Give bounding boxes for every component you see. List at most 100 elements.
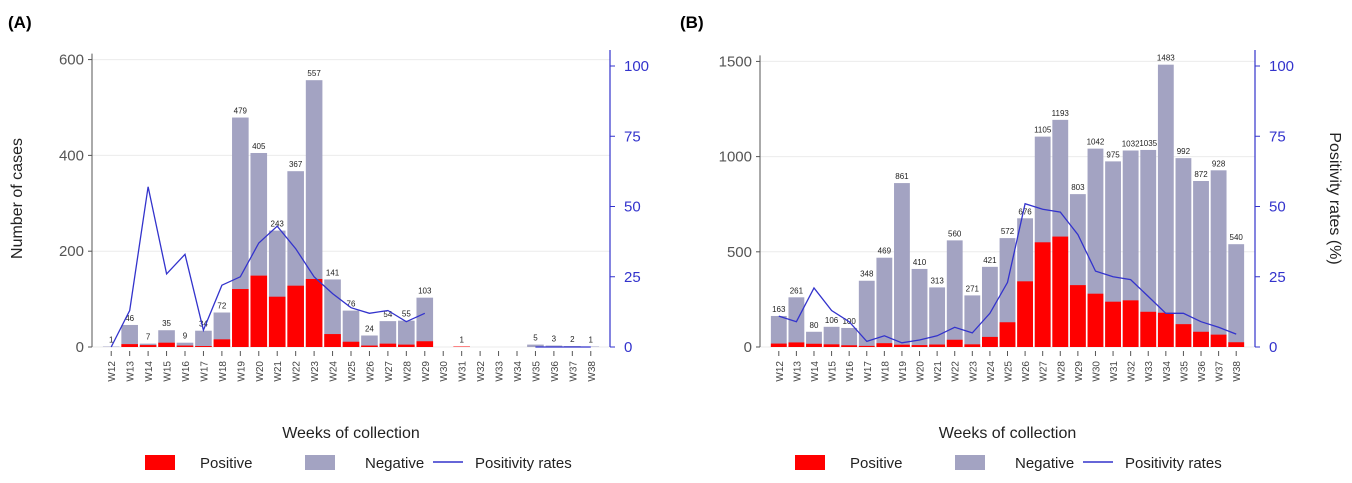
bar-positive-w31 [1105, 302, 1121, 347]
bar-positive-w22 [287, 286, 304, 347]
x-tick-label: W14 [810, 361, 821, 382]
x-axis-title: Weeks of collection [282, 425, 420, 442]
bar-label: 405 [252, 142, 266, 151]
x-tick-label: W15 [163, 361, 174, 382]
x-tick-label: W27 [1039, 361, 1050, 382]
y2-tick-label: 0 [624, 339, 632, 356]
bar-negative-w27 [380, 321, 397, 347]
bar-label: 975 [1106, 150, 1120, 159]
bar-label: 872 [1194, 170, 1208, 179]
bar-label: 106 [825, 316, 839, 325]
bar-label: 560 [948, 229, 962, 238]
x-tick-label: W22 [951, 361, 962, 382]
bar-positive-w21 [269, 297, 286, 347]
bar-positive-w35 [1176, 324, 1192, 347]
x-tick-label: W24 [986, 361, 997, 382]
bar-positive-w16 [177, 346, 194, 347]
x-tick-label: W35 [1179, 361, 1190, 382]
x-tick-label: W29 [1074, 361, 1085, 382]
bar-positive-w28 [1052, 237, 1068, 347]
bar-positive-w20 [912, 345, 928, 347]
x-tick-label: W20 [916, 361, 927, 382]
y-tick-label: 0 [76, 339, 84, 356]
x-tick-label: W33 [1144, 361, 1155, 382]
bar-label: 1 [459, 336, 464, 345]
y2-tick-label: 25 [624, 269, 641, 286]
y2-tick-label: 50 [624, 199, 641, 216]
bar-label: 1483 [1157, 54, 1175, 63]
x-tick-label: W16 [181, 361, 192, 382]
x-tick-label: W26 [1021, 361, 1032, 382]
bar-negative-w12 [771, 316, 787, 347]
bar-positive-w25 [343, 342, 360, 347]
bar-label: 261 [790, 286, 804, 295]
bar-label: 410 [913, 258, 927, 267]
y2-tick-label: 75 [1269, 128, 1286, 145]
x-tick-label: W20 [255, 361, 266, 382]
x-tick-label: W22 [292, 361, 303, 382]
x-tick-label: W35 [531, 361, 542, 382]
x-tick-label: W26 [365, 361, 376, 382]
bar-label: 5 [533, 334, 538, 343]
bar-negative-w16 [841, 328, 857, 347]
bar-positive-w28 [398, 345, 415, 347]
bar-label: 540 [1230, 233, 1244, 242]
bar-positive-w38 [1228, 342, 1244, 347]
bar-label: 313 [930, 276, 944, 285]
bar-negative-w25 [343, 311, 360, 347]
bar-positive-w17 [195, 346, 212, 347]
legend-positive-label: Positive [850, 455, 903, 472]
bar-positive-w37 [1211, 335, 1227, 347]
x-tick-label: W12 [107, 361, 118, 382]
x-tick-label: W15 [828, 361, 839, 382]
y2-tick-label: 100 [624, 58, 649, 75]
legend-negative-label: Negative [1015, 455, 1074, 472]
y-tick-label: 0 [744, 339, 752, 356]
y2-tick-label: 75 [624, 128, 641, 145]
legend-negative-label: Negative [365, 455, 424, 472]
legend-negative-swatch [305, 455, 335, 470]
bar-positive-w34 [1158, 313, 1174, 347]
legend-positive-label: Positive [200, 455, 253, 472]
bar-positive-w19 [894, 345, 910, 347]
legend-rate-label: Positivity rates [1125, 455, 1222, 472]
x-tick-label: W21 [273, 361, 284, 382]
x-tick-label: W17 [199, 361, 210, 382]
bar-label: 676 [1018, 207, 1032, 216]
bar-label: 72 [217, 302, 226, 311]
bar-label: 35 [162, 319, 171, 328]
y2-axis-title: Positivity rates (%) [1326, 132, 1343, 264]
bar-positive-w22 [947, 340, 963, 347]
x-tick-label: W31 [1109, 361, 1120, 382]
bar-label: 479 [234, 107, 248, 116]
x-tick-label: W31 [458, 361, 469, 382]
bar-label: 80 [810, 321, 819, 330]
y-tick-label: 500 [727, 244, 752, 261]
x-tick-label: W32 [1127, 361, 1138, 382]
x-tick-label: W32 [476, 361, 487, 382]
bar-label: 572 [1001, 227, 1015, 236]
x-tick-label: W18 [218, 361, 229, 382]
panel-label: (A) [8, 13, 32, 32]
bar-label: 469 [878, 247, 892, 256]
x-tick-label: W13 [792, 361, 803, 382]
bar-positive-w13 [121, 344, 138, 347]
x-tick-label: W28 [402, 361, 413, 382]
bar-positive-w12 [771, 344, 787, 347]
bar-negative-w34 [1158, 65, 1174, 347]
x-tick-label: W19 [898, 361, 909, 382]
x-tick-label: W24 [329, 361, 340, 382]
positivity-rate-line [111, 187, 425, 347]
y-tick-label: 600 [59, 52, 84, 69]
x-tick-label: W34 [513, 361, 524, 382]
x-tick-label: W29 [421, 361, 432, 382]
bar-negative-w17 [195, 331, 212, 347]
bar-positive-w20 [250, 276, 267, 347]
bar-positive-w27 [1035, 242, 1051, 347]
x-tick-label: W12 [775, 361, 786, 382]
x-tick-label: W27 [384, 361, 395, 382]
y-tick-label: 1000 [719, 149, 752, 166]
bar-negative-w24 [982, 267, 998, 347]
bar-positive-w30 [1088, 294, 1104, 347]
